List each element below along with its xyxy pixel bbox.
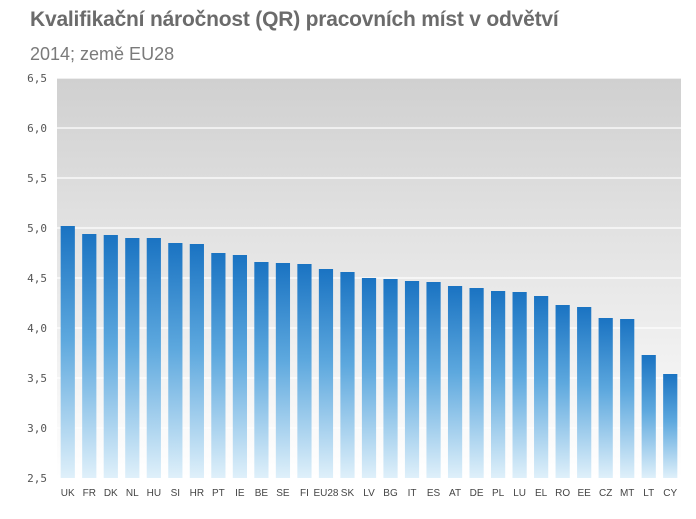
x-tick-label: EU28 xyxy=(313,488,338,499)
x-tick-label: IT xyxy=(408,488,417,499)
x-tick-label: FR xyxy=(83,488,96,499)
x-tick-label: UK xyxy=(61,488,75,499)
bar-de xyxy=(469,288,483,478)
y-tick-label: 6,0 xyxy=(27,122,47,135)
x-tick-label: FI xyxy=(300,488,309,499)
bar-es xyxy=(426,282,440,478)
x-tick-label: DK xyxy=(104,488,118,499)
bar-hu xyxy=(147,238,161,478)
bar-at xyxy=(448,286,462,478)
x-tick-label: RO xyxy=(555,488,570,499)
bar-mt xyxy=(620,319,634,478)
x-tick-label: SE xyxy=(276,488,290,499)
x-tick-label: ES xyxy=(427,488,441,499)
bar-cz xyxy=(599,318,613,478)
x-tick-label: IE xyxy=(235,488,245,499)
x-tick-label: CY xyxy=(663,488,677,499)
x-tick-label: EL xyxy=(535,488,548,499)
bar-pt xyxy=(211,253,225,478)
x-tick-label: LT xyxy=(643,488,654,499)
bar-si xyxy=(168,243,182,478)
x-tick-label: BE xyxy=(255,488,269,499)
bar-lu xyxy=(513,292,527,478)
x-tick-label: PT xyxy=(212,488,225,499)
bar-sk xyxy=(340,272,354,478)
bar-ie xyxy=(233,255,247,478)
bar-cy xyxy=(663,374,677,478)
bar-it xyxy=(405,281,419,478)
bar-fi xyxy=(297,264,311,478)
bar-be xyxy=(254,262,268,478)
bar-lv xyxy=(362,278,376,478)
y-tick-label: 4,5 xyxy=(27,272,47,285)
x-tick-label: CZ xyxy=(599,488,612,499)
bar-fr xyxy=(82,234,96,478)
x-tick-label: LU xyxy=(513,488,526,499)
x-tick-label: SK xyxy=(341,488,355,499)
bar-chart: 2,5 3,0 3,5 4,0 4,5 5,0 5,5 6,0 6,5 UK FR DK NL HU SI… xyxy=(0,0,696,519)
y-tick-label: 6,5 xyxy=(27,72,47,85)
y-tick-label: 3,0 xyxy=(27,422,47,435)
bar-ee xyxy=(577,307,591,478)
bar-dk xyxy=(104,235,118,478)
bar-lt xyxy=(642,355,656,478)
x-tick-label: LV xyxy=(363,488,375,499)
bar-eu28 xyxy=(319,269,333,478)
bar-uk xyxy=(61,226,75,478)
bar-pl xyxy=(491,291,505,478)
bar-el xyxy=(534,296,548,478)
y-tick-label: 3,5 xyxy=(27,372,47,385)
x-tick-label: AT xyxy=(449,488,461,499)
x-tick-label: SI xyxy=(171,488,180,499)
x-tick-label: HR xyxy=(190,488,204,499)
x-tick-label: EE xyxy=(578,488,592,499)
x-tick-label: NL xyxy=(126,488,139,499)
x-tick-label: MT xyxy=(620,488,634,499)
y-tick-label: 4,0 xyxy=(27,322,47,335)
x-tick-label: DE xyxy=(470,488,484,499)
x-tick-label: BG xyxy=(383,488,398,499)
y-tick-label: 5,0 xyxy=(27,222,47,235)
bar-hr xyxy=(190,244,204,478)
bar-bg xyxy=(383,279,397,478)
bar-ro xyxy=(556,305,570,478)
x-tick-label: HU xyxy=(147,488,161,499)
x-tick-label: PL xyxy=(492,488,505,499)
bar-se xyxy=(276,263,290,478)
bar-nl xyxy=(125,238,139,478)
y-tick-label: 2,5 xyxy=(27,472,47,485)
y-tick-label: 5,5 xyxy=(27,172,47,185)
